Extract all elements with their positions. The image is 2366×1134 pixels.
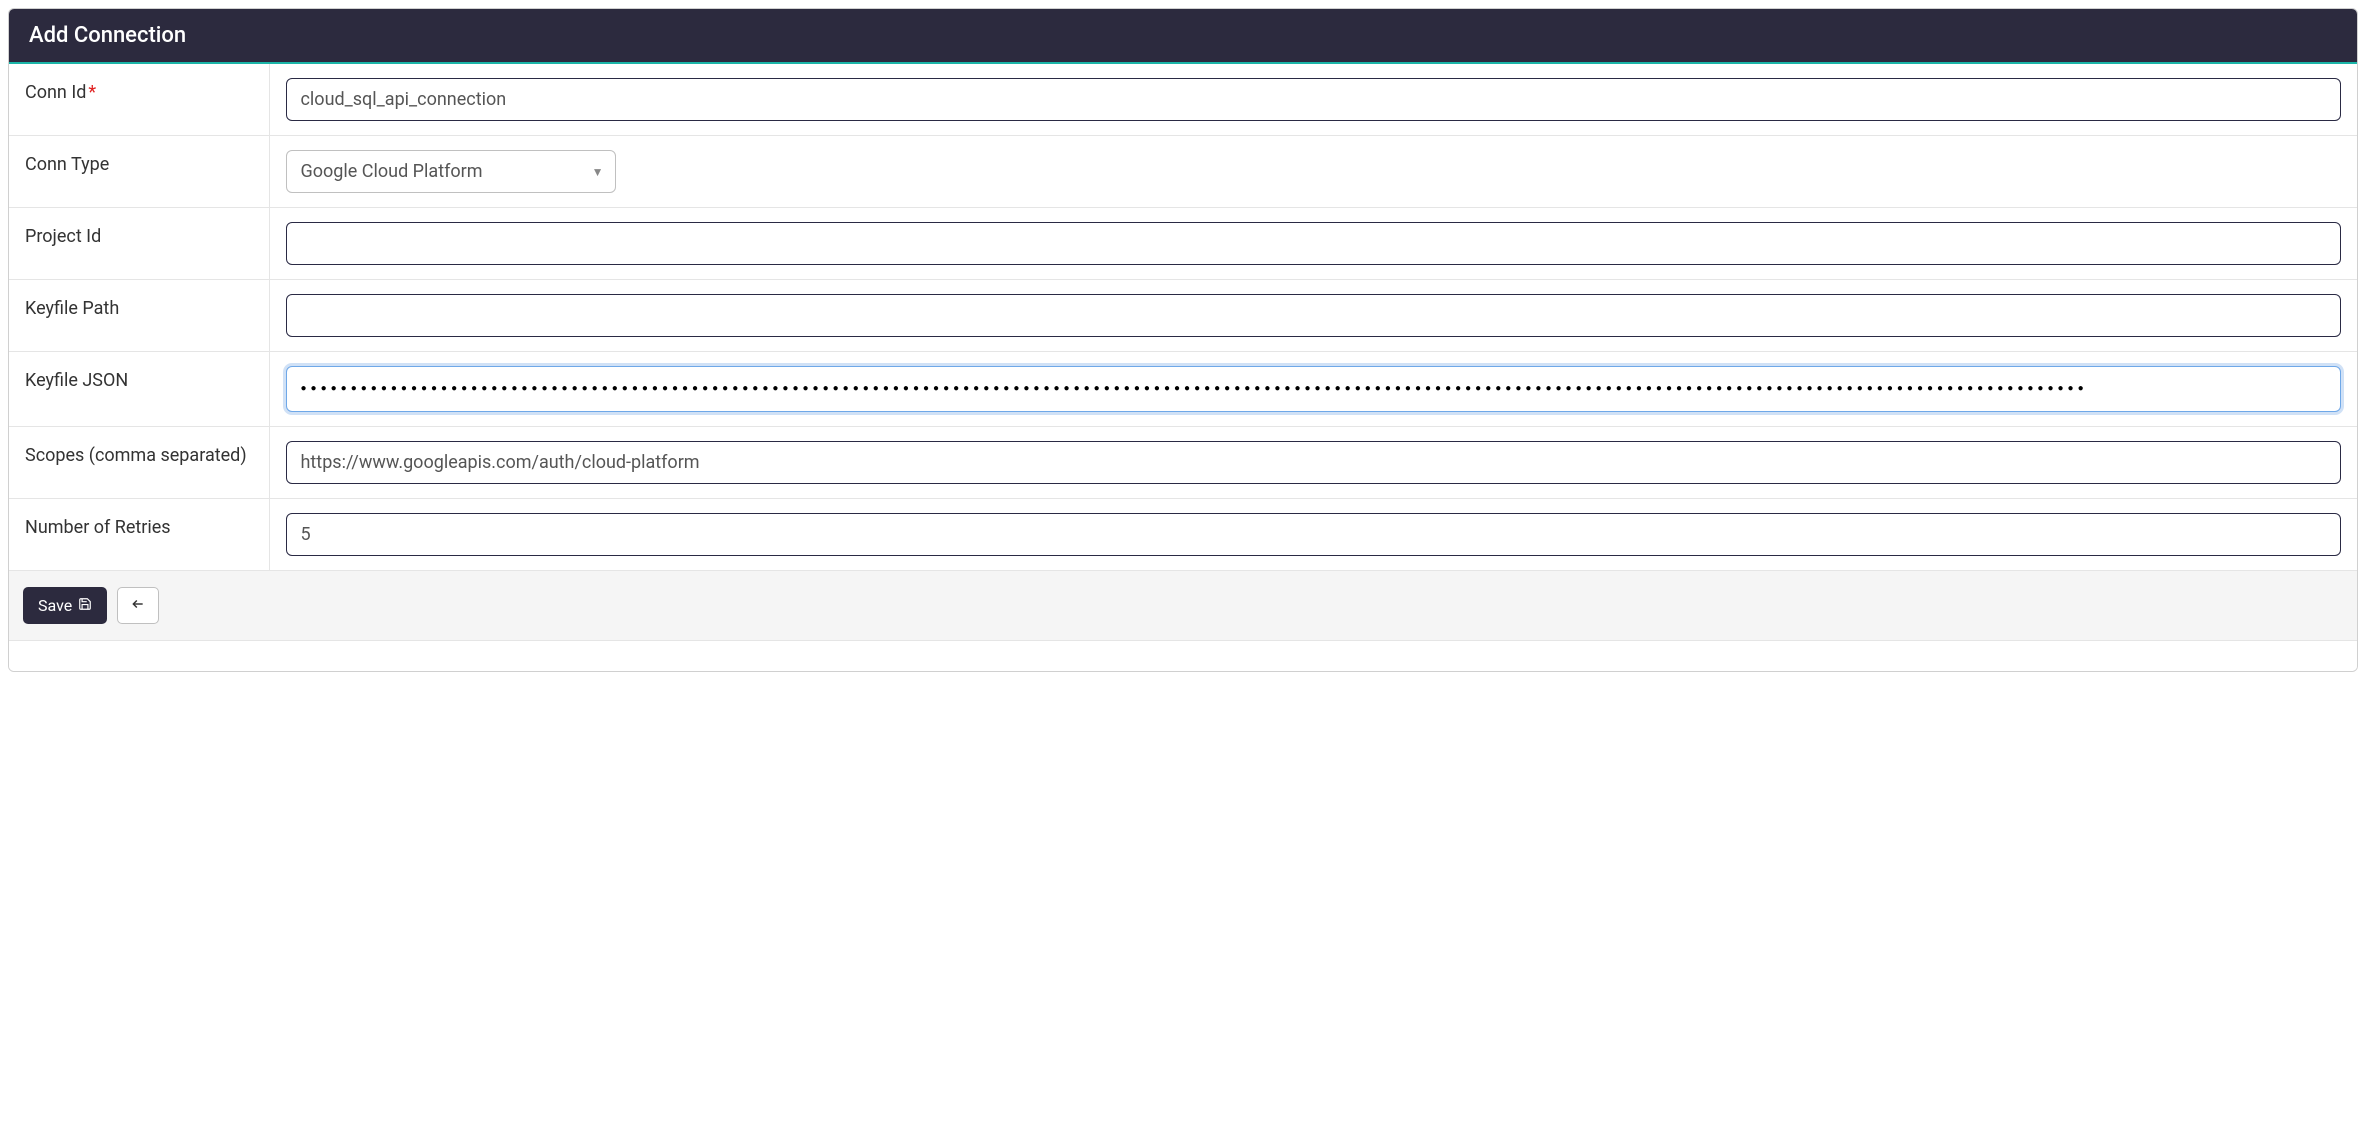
conn-type-select-wrap: Google Cloud Platform ▼	[286, 150, 616, 193]
row-keyfile-json: Keyfile JSON ●●●●●●●●●●●●●●●●●●●●●●●●●●●…	[9, 352, 2357, 427]
label-retries: Number of Retries	[9, 499, 269, 571]
keyfile-path-input[interactable]	[286, 294, 2342, 337]
label-conn-id: Conn Id*	[9, 64, 269, 136]
row-conn-id: Conn Id*	[9, 64, 2357, 136]
actions-bar: Save	[9, 571, 2357, 641]
project-id-input[interactable]	[286, 222, 2342, 265]
footer-spacer	[9, 641, 2357, 671]
scopes-input[interactable]	[286, 441, 2342, 484]
row-keyfile-path: Keyfile Path	[9, 280, 2357, 352]
panel-title: Add Connection	[9, 9, 2357, 64]
row-retries: Number of Retries	[9, 499, 2357, 571]
row-conn-type: Conn Type Google Cloud Platform ▼	[9, 136, 2357, 208]
retries-input[interactable]	[286, 513, 2342, 556]
conn-id-input[interactable]	[286, 78, 2342, 121]
row-project-id: Project Id	[9, 208, 2357, 280]
label-keyfile-json: Keyfile JSON	[9, 352, 269, 427]
keyfile-json-input[interactable]: ●●●●●●●●●●●●●●●●●●●●●●●●●●●●●●●●●●●●●●●●…	[286, 366, 2342, 412]
required-mark: *	[88, 82, 96, 103]
label-project-id: Project Id	[9, 208, 269, 280]
label-keyfile-path: Keyfile Path	[9, 280, 269, 352]
form-table: Conn Id* Conn Type Google Cloud Platform…	[9, 64, 2357, 571]
label-text-conn-id: Conn Id	[25, 82, 86, 103]
arrow-left-icon	[130, 596, 146, 615]
save-icon	[78, 596, 92, 615]
back-button[interactable]	[117, 587, 159, 624]
row-scopes: Scopes (comma separated)	[9, 427, 2357, 499]
save-button[interactable]: Save	[23, 587, 107, 624]
save-button-label: Save	[38, 596, 72, 615]
label-scopes: Scopes (comma separated)	[9, 427, 269, 499]
label-conn-type: Conn Type	[9, 136, 269, 208]
add-connection-panel: Add Connection Conn Id* Conn Type Google…	[8, 8, 2358, 672]
conn-type-select[interactable]: Google Cloud Platform	[286, 150, 616, 193]
